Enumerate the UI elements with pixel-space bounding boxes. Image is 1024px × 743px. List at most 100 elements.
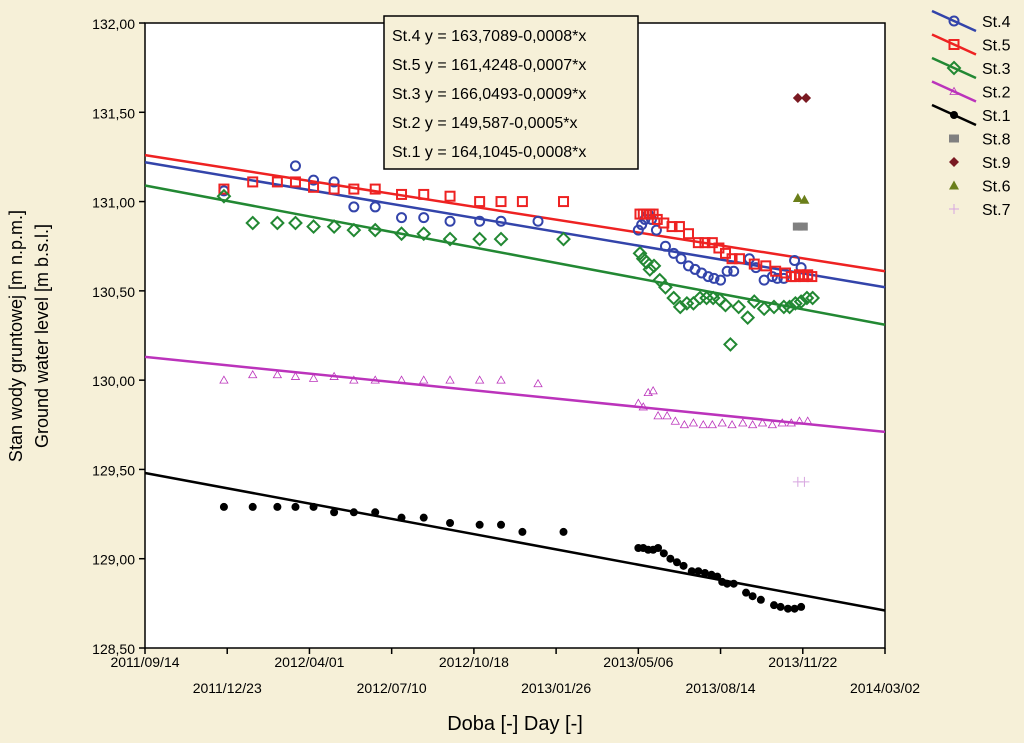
data-point-st1 <box>679 561 688 570</box>
x-tick-label: 2012/07/10 <box>357 680 427 696</box>
data-point-st3 <box>658 279 673 295</box>
data-point-st2 <box>396 375 407 384</box>
data-point-st3 <box>269 215 285 231</box>
legend-label: St.7 <box>982 202 1011 219</box>
y-tick-label: 130,50 <box>92 284 135 300</box>
data-point-st6 <box>799 194 810 204</box>
data-point-st3 <box>632 245 648 261</box>
legend-item-st1: St.1 <box>931 103 1011 127</box>
data-point-st5 <box>218 183 230 195</box>
x-tick-label: 2011/12/23 <box>193 680 262 696</box>
equation-st2: St.2 y = 149,587-0,0005*x <box>392 115 577 132</box>
legend-line <box>931 9 977 33</box>
data-point-st2 <box>717 418 727 427</box>
data-point-st2 <box>219 375 229 384</box>
data-point-st3 <box>216 188 232 204</box>
data-point-st2 <box>767 419 778 429</box>
data-point-st2 <box>688 418 699 427</box>
x-tick-label: 2012/10/18 <box>439 654 509 670</box>
data-point-st2 <box>662 411 672 420</box>
data-point-st3 <box>646 258 662 274</box>
legend: St.4 St.5 St.3 St.2 St.1 St.8 St.9 St.6 St.7 <box>931 9 1011 219</box>
data-point-st2 <box>370 375 380 384</box>
legend-item-st2: St.2 <box>931 80 1011 103</box>
data-point-st1 <box>797 602 806 611</box>
data-point-st1 <box>672 558 681 567</box>
data-point-st2 <box>474 375 485 384</box>
data-point-st3 <box>740 310 756 326</box>
legend-label: St.6 <box>982 179 1011 196</box>
equation-st4: St.4 y = 163,7089-0,0008*x <box>392 28 586 45</box>
data-point-st5 <box>271 176 283 188</box>
data-point-st3 <box>245 215 261 231</box>
equation-st3: St.3 y = 166,0493-0,0009*x <box>392 86 586 103</box>
legend-item-st5: St.5 <box>931 33 1011 56</box>
y-tick-label: 130,00 <box>92 373 135 389</box>
legend-item-st9: St.9 <box>949 155 1011 172</box>
data-point-st3 <box>672 299 688 315</box>
data-point-st1 <box>756 595 765 604</box>
x-axis-label: Doba [-] Day [-] <box>447 713 583 735</box>
data-point-st2 <box>698 419 708 429</box>
data-point-st5 <box>289 176 301 188</box>
y-tick-label: 131,50 <box>92 105 135 121</box>
data-point-st5 <box>495 196 507 208</box>
fit-line-st5 <box>144 153 886 273</box>
y-tick-label: 131,00 <box>92 195 135 211</box>
x-tick-label: 2013/11/22 <box>768 654 837 670</box>
legend-marker <box>949 86 959 95</box>
legend-marker <box>946 60 962 76</box>
data-point-st2 <box>803 416 813 425</box>
data-point-st5 <box>474 196 486 208</box>
data-point-st2 <box>638 402 648 411</box>
series-st9 <box>792 93 812 103</box>
data-point-st5 <box>699 237 711 249</box>
data-point-st1 <box>219 502 228 511</box>
data-point-st2 <box>445 375 455 384</box>
data-point-st4 <box>675 253 687 265</box>
legend-item-st6: St.6 <box>949 179 1011 196</box>
data-point-st1 <box>475 520 484 529</box>
data-point-st2 <box>794 416 805 425</box>
data-point-st2 <box>308 373 319 382</box>
data-point-st4 <box>721 265 733 277</box>
data-point-st3 <box>723 337 738 352</box>
data-point-st1 <box>666 554 675 563</box>
data-point-st3 <box>394 226 409 242</box>
data-point-st2 <box>419 375 429 384</box>
fit-line-st1 <box>144 471 886 612</box>
data-point-st1 <box>419 513 428 522</box>
x-tick-label: 2012/04/01 <box>274 654 344 670</box>
data-point-st1 <box>713 572 722 581</box>
data-point-st3 <box>692 290 708 306</box>
data-point-st3 <box>639 254 654 270</box>
data-point-st4 <box>789 255 801 266</box>
data-point-st1 <box>397 513 406 522</box>
data-point-st5 <box>396 188 408 200</box>
data-point-st3 <box>556 231 571 247</box>
data-point-st3 <box>782 299 798 315</box>
data-point-st1 <box>700 569 709 577</box>
data-point-st1 <box>729 579 738 588</box>
data-point-st1 <box>559 527 568 536</box>
data-point-st3 <box>346 222 362 238</box>
legend-marker <box>949 204 959 214</box>
data-point-st2 <box>653 411 663 420</box>
data-point-st4 <box>495 215 507 227</box>
data-point-st5 <box>806 271 818 283</box>
data-point-st2 <box>777 418 787 427</box>
data-point-st1 <box>309 502 318 511</box>
data-point-st3 <box>699 290 714 306</box>
data-point-st5 <box>726 253 738 265</box>
y-axis-label-2: Ground water level [m b.s.l.] <box>32 224 52 448</box>
legend-marker <box>949 134 959 143</box>
data-point-st1 <box>659 549 668 558</box>
data-point-st3 <box>679 295 695 311</box>
series-st2 <box>219 369 813 429</box>
x-tick-label: 2013/05/06 <box>603 654 673 670</box>
legend-item-st7: St.7 <box>949 202 1011 219</box>
data-point-st1 <box>349 508 358 517</box>
data-point-st5 <box>733 253 745 265</box>
data-point-st6 <box>792 193 803 202</box>
legend-label: St.1 <box>982 108 1011 125</box>
